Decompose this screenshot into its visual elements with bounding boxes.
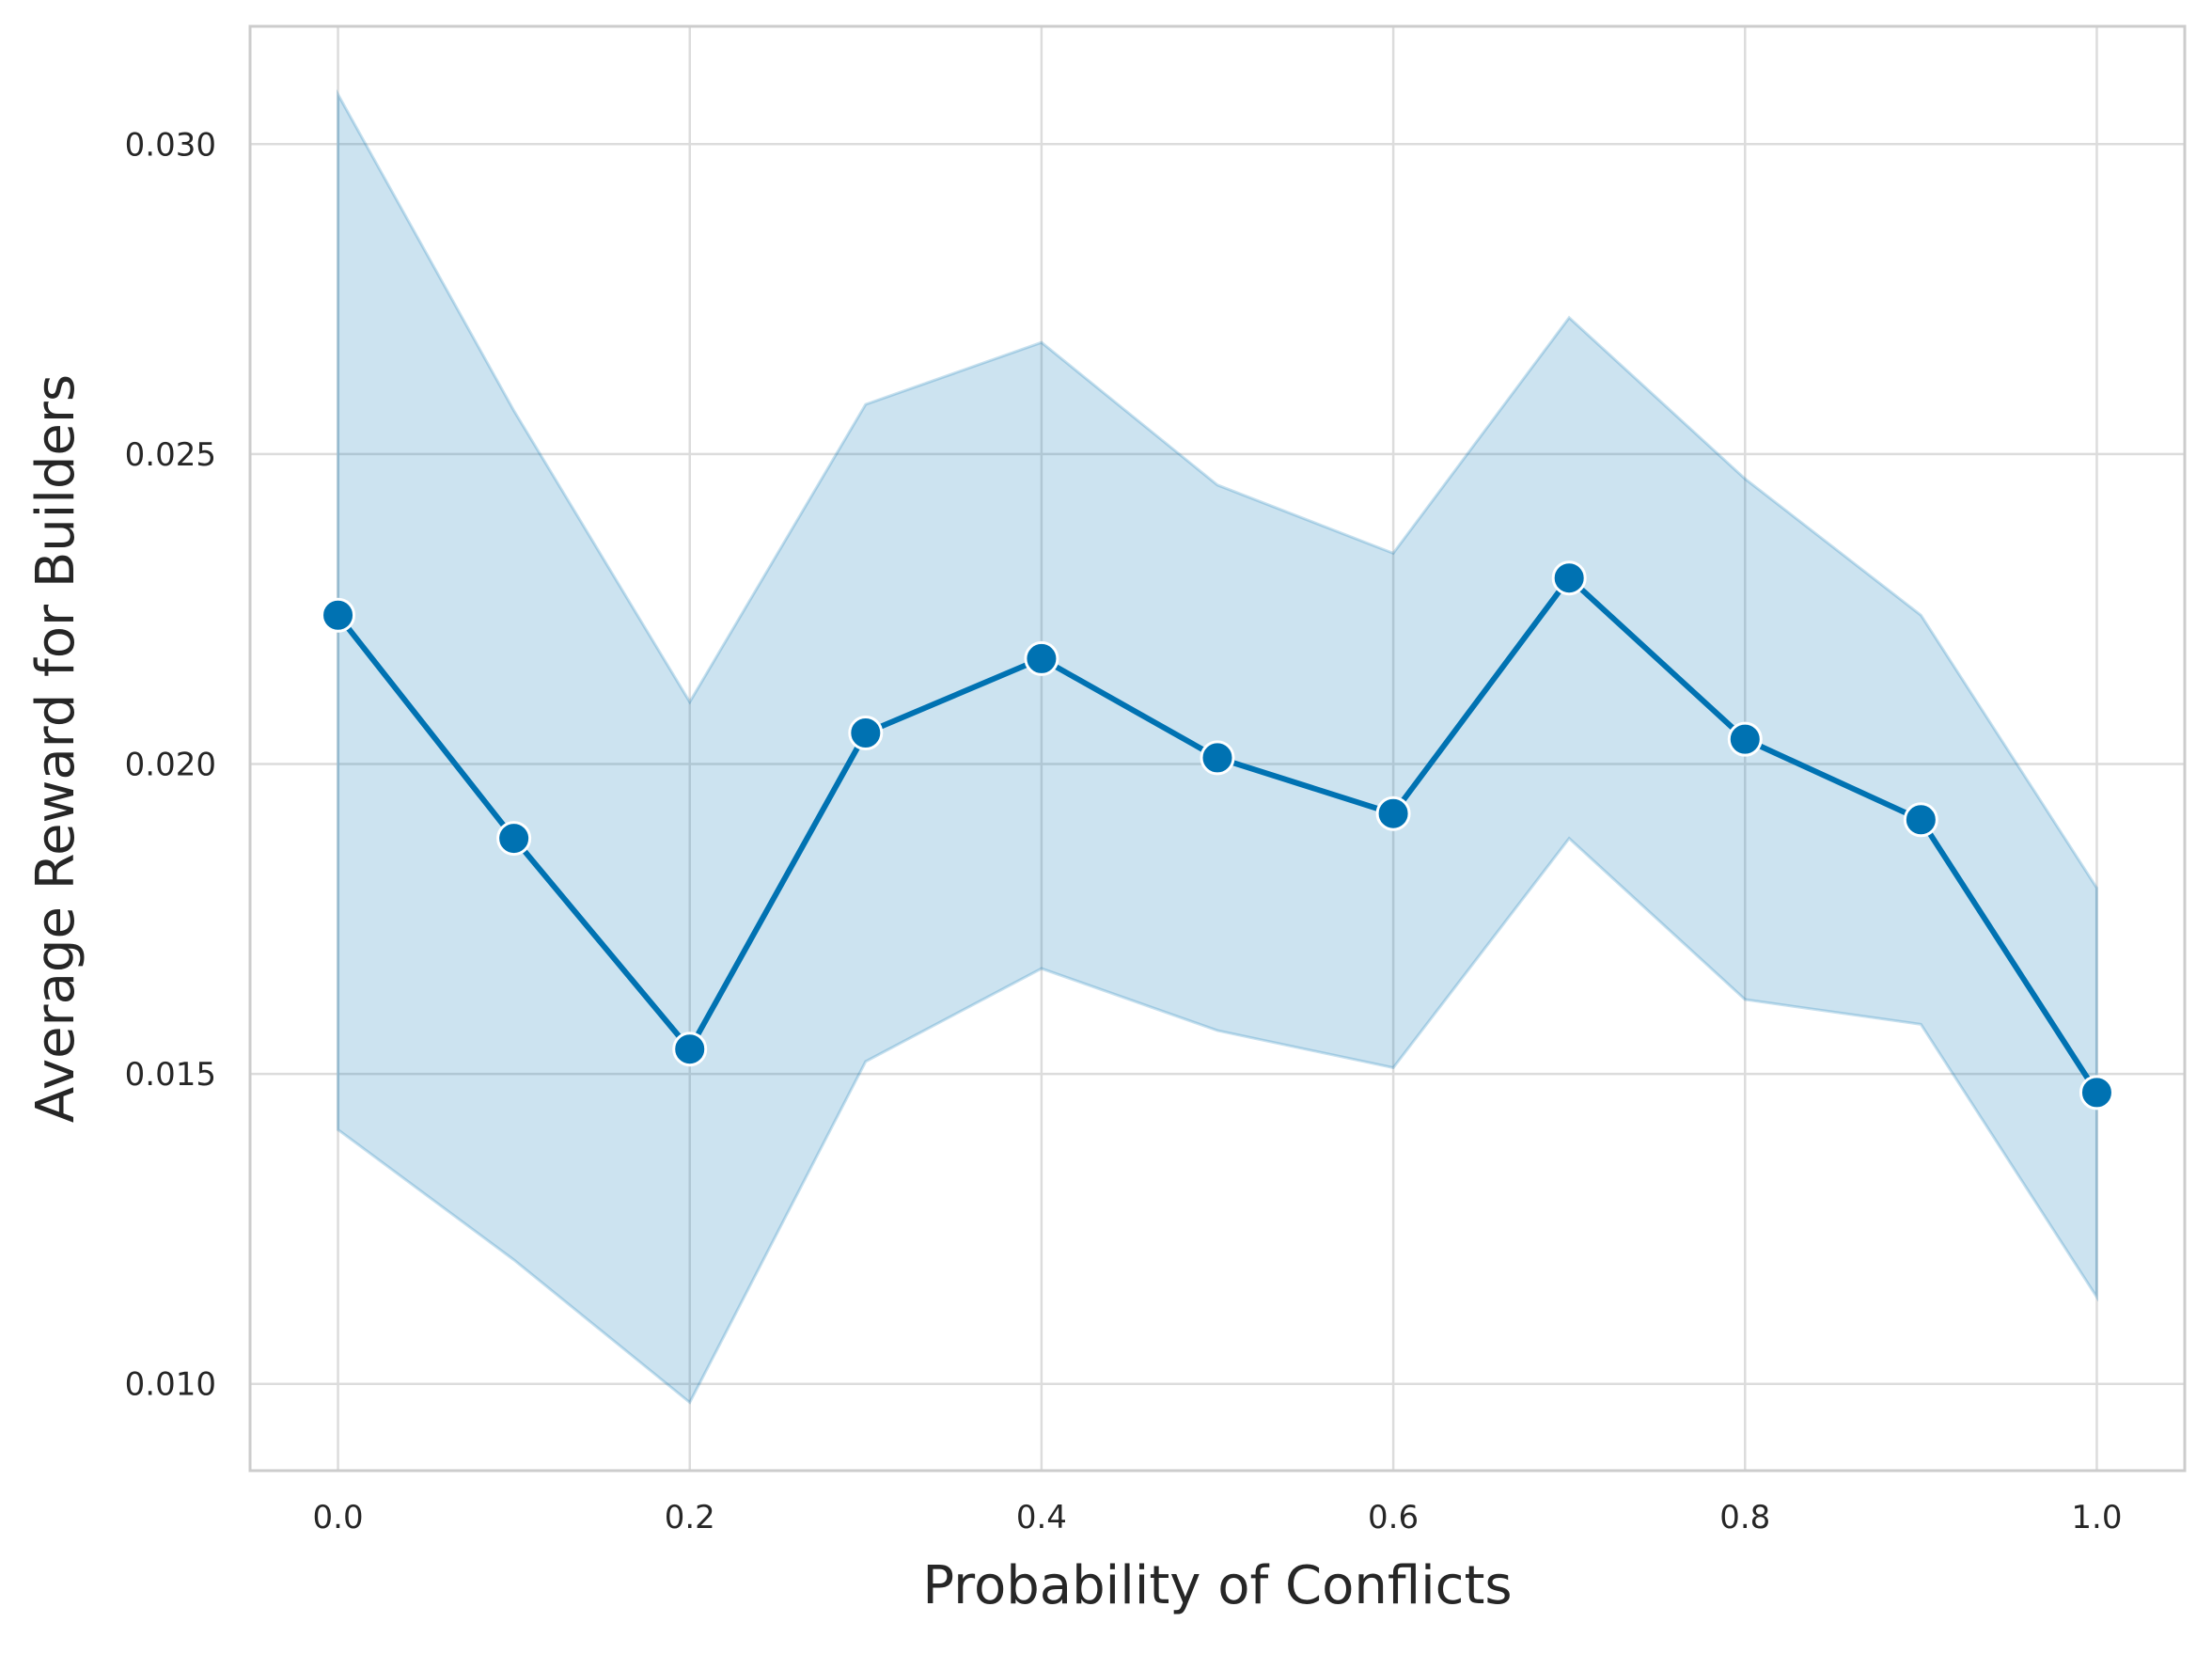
- data-point: [321, 597, 356, 633]
- x-tick-label: 0.8: [1719, 1499, 1770, 1536]
- y-tick-label: 0.025: [125, 436, 216, 474]
- x-tick-label: 0.6: [1368, 1499, 1419, 1536]
- y-tick-labels: 0.010 0.015 0.020 0.025 0.030: [125, 126, 216, 1403]
- x-axis-label: Probability of Conflicts: [922, 1555, 1512, 1616]
- data-point: [1375, 795, 1411, 831]
- y-tick-label: 0.030: [125, 126, 216, 164]
- data-point: [1200, 740, 1235, 776]
- x-tick-label: 0.0: [313, 1499, 364, 1536]
- data-point: [1903, 802, 1938, 838]
- y-tick-label: 0.015: [125, 1056, 216, 1094]
- data-point: [848, 716, 884, 751]
- y-tick-label: 0.020: [125, 746, 216, 783]
- data-point: [496, 821, 532, 857]
- y-axis-label: Average Reward for Builders: [25, 374, 86, 1123]
- x-tick-label: 0.2: [665, 1499, 715, 1536]
- data-point: [672, 1032, 708, 1067]
- data-point: [1727, 721, 1763, 757]
- data-point: [1024, 640, 1059, 676]
- x-tick-label: 0.4: [1016, 1499, 1067, 1536]
- data-point: [2079, 1075, 2114, 1111]
- y-tick-label: 0.010: [125, 1366, 216, 1404]
- x-tick-label: 1.0: [2071, 1499, 2122, 1536]
- x-tick-labels: 0.0 0.2 0.4 0.6 0.8 1.0: [313, 1499, 2123, 1536]
- data-point-markers: [321, 560, 2114, 1111]
- grid-lines: [250, 26, 2185, 1471]
- data-point: [1551, 560, 1587, 596]
- plot-frame: [248, 24, 2187, 1473]
